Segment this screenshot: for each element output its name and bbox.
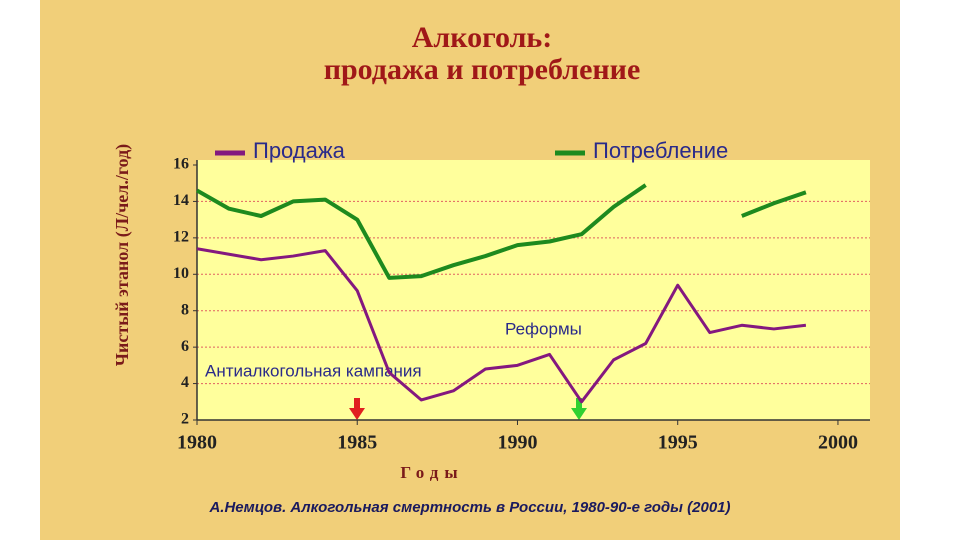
chart-title: Алкоголь:: [412, 21, 553, 54]
y-tick-label: 8: [181, 301, 189, 318]
y-axis-label: Чистый этанол (Л/чел./год): [112, 144, 133, 366]
data-line: [196, 183, 807, 280]
annotation: Реформы: [505, 319, 582, 338]
source-note: А.Немцов. Алкогольная смертность в Росси…: [208, 499, 730, 516]
arrow-marker: [571, 398, 587, 420]
x-tick-label: 1985: [337, 432, 377, 454]
x-tick-label: 1980: [177, 432, 217, 454]
y-tick-label: 2: [181, 411, 189, 428]
arrow-marker: [349, 398, 365, 420]
y-tick-label: 4: [181, 374, 189, 391]
y-tick-label: 12: [173, 229, 189, 246]
x-axis-label: Годы: [400, 463, 463, 482]
y-tick-label: 10: [173, 265, 189, 282]
chart-subtitle: продажа и потребление: [324, 53, 641, 86]
x-tick-label: 2000: [818, 432, 858, 454]
x-tick-label: 1990: [497, 432, 537, 454]
y-tick-label: 16: [173, 156, 189, 173]
legend-label: Продажа: [253, 138, 346, 163]
data-line: [196, 247, 807, 404]
y-tick-label: 6: [181, 338, 189, 355]
x-tick-label: 1995: [658, 432, 698, 454]
y-tick-label: 14: [173, 192, 189, 209]
legend-label: Потребление: [593, 138, 728, 163]
plot-area: [197, 160, 870, 420]
annotation: Антиалкогольная кампания: [205, 361, 422, 380]
